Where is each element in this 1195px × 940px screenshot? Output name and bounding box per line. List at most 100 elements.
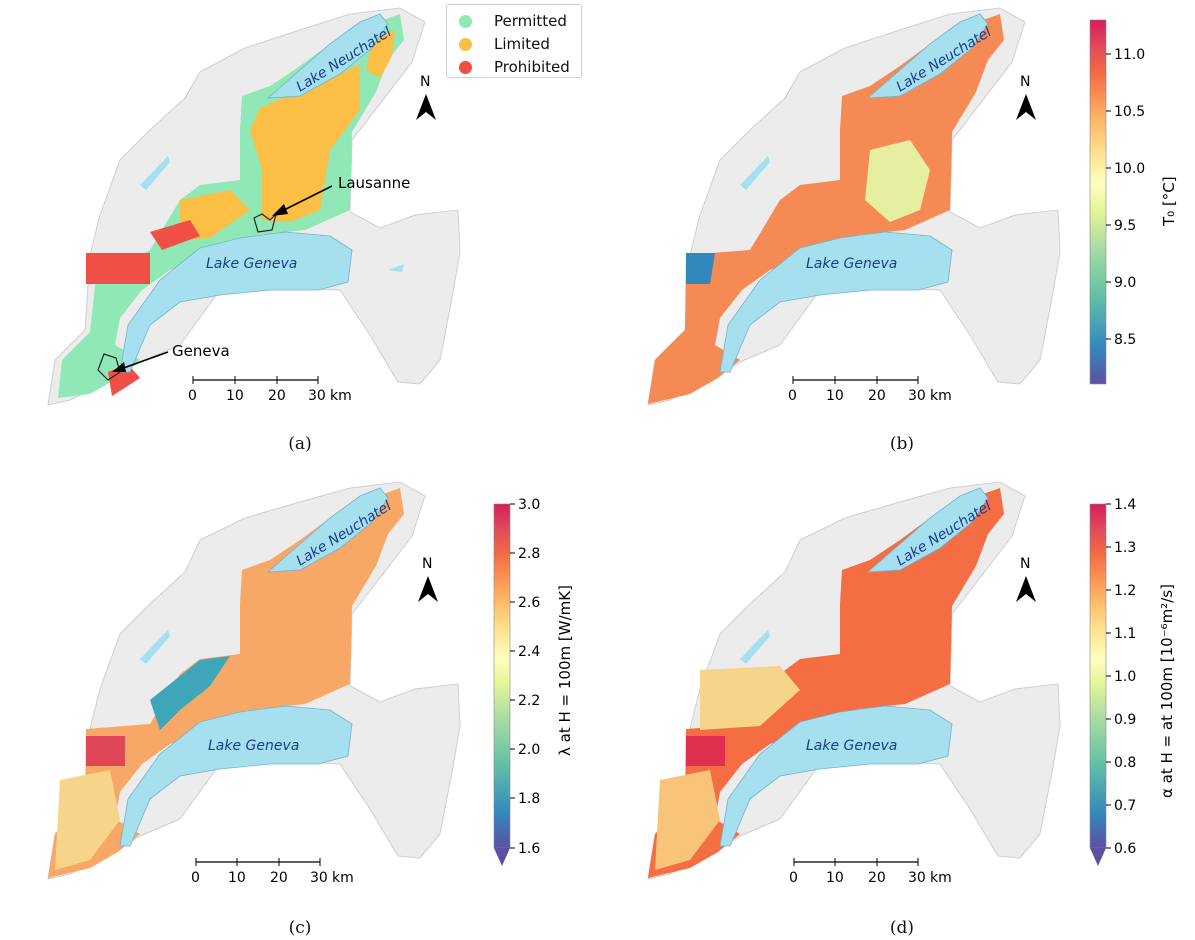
alpha-field <box>648 488 1004 878</box>
svg-text:30: 30 <box>908 388 926 404</box>
zone-limited <box>250 64 360 222</box>
legend-label: Limited <box>494 35 550 53</box>
svg-text:0: 0 <box>789 870 798 886</box>
svg-text:9.0: 9.0 <box>1114 275 1136 291</box>
alpha-south-zone <box>655 770 720 870</box>
svg-text:N: N <box>422 556 432 572</box>
lambda-low-zone <box>150 656 230 730</box>
colorbar-b-ticks: 11.0 10.5 10.0 9.5 9.0 8.5 <box>1106 47 1145 348</box>
legend-item-prohibited: Prohibited <box>459 57 570 77</box>
svg-text:N: N <box>1020 74 1030 90</box>
svg-text:1.8: 1.8 <box>518 791 540 807</box>
temperature-field <box>648 14 1004 404</box>
lake-neuchatel <box>866 487 989 573</box>
small-lake <box>140 156 170 190</box>
city-geneva-label: Geneva <box>172 342 230 360</box>
lake-geneva-label: Lake Geneva <box>206 256 297 272</box>
north-arrow-icon: N <box>416 74 436 120</box>
lausanne-arrowhead <box>272 204 288 216</box>
caption-c: (c) <box>288 918 312 938</box>
colorbar-c <box>493 503 511 849</box>
city-lausanne-label: Lausanne <box>338 174 410 192</box>
lake-geneva <box>119 231 353 373</box>
svg-text:1.6: 1.6 <box>518 841 540 857</box>
svg-text:10: 10 <box>226 388 244 404</box>
small-lake <box>140 630 170 664</box>
svg-text:1.4: 1.4 <box>1114 497 1136 513</box>
svg-text:N: N <box>420 74 430 90</box>
scale-bar: 0 10 20 30 km <box>788 376 952 404</box>
scale-bar: 0 10 20 30 km <box>789 858 952 886</box>
svg-text:0.9: 0.9 <box>1114 712 1136 728</box>
legend-swatch <box>459 37 472 51</box>
svg-text:2.6: 2.6 <box>518 595 540 611</box>
colorbar-c-extend <box>494 848 510 866</box>
svg-text:1.3: 1.3 <box>1114 540 1136 556</box>
panel-b: Lake Neuchatel Lake Geneva N 0 10 20 30 … <box>600 0 1195 470</box>
svg-text:20: 20 <box>268 388 286 404</box>
svg-text:N: N <box>1020 556 1030 572</box>
lambda-field <box>48 488 404 878</box>
legend-swatch <box>459 14 472 28</box>
svg-text:0.7: 0.7 <box>1114 798 1136 814</box>
svg-text:20: 20 <box>868 388 886 404</box>
lambda-mid-zone <box>55 770 120 870</box>
panel-a: Lake Neuchatel Lake Geneva Lausanne Gene… <box>0 0 600 470</box>
lake-neuchatel <box>266 487 389 573</box>
lake-geneva-label: Lake Geneva <box>806 738 897 754</box>
lake-geneva <box>719 231 953 373</box>
svg-text:km: km <box>330 388 352 404</box>
geneva-arrow <box>117 351 169 371</box>
svg-text:km: km <box>332 870 354 886</box>
svg-text:3.0: 3.0 <box>518 497 540 513</box>
lake-geneva <box>719 705 953 847</box>
lake-geneva-label: Lake Geneva <box>208 738 299 754</box>
legend-label: Permitted <box>494 12 567 30</box>
svg-text:2.4: 2.4 <box>518 644 540 660</box>
geneva-arrowhead <box>112 362 126 372</box>
zone-prohibited-3 <box>150 220 200 250</box>
svg-text:30: 30 <box>908 870 926 886</box>
alpha-high-corner <box>686 736 725 766</box>
geneva-outline <box>97 353 121 381</box>
map-a: Lake Neuchatel Lake Geneva Lausanne Gene… <box>47 7 461 406</box>
svg-text:11.0: 11.0 <box>1114 47 1145 63</box>
caption-d: (d) <box>889 918 915 938</box>
map-c: Lake Neuchatel Lake Geneva N 0 10 20 30 … <box>47 481 574 886</box>
panel-d: Lake Neuchatel Lake Geneva N 0 10 20 30 … <box>600 480 1195 940</box>
svg-text:0: 0 <box>188 388 197 404</box>
svg-text:0.6: 0.6 <box>1114 841 1136 857</box>
north-arrow-icon: N <box>418 556 438 602</box>
alpha-mid-zone <box>700 666 800 730</box>
svg-text:0: 0 <box>788 388 797 404</box>
svg-text:10: 10 <box>826 388 844 404</box>
svg-text:30: 30 <box>310 870 328 886</box>
svg-text:0: 0 <box>191 870 200 886</box>
svg-text:9.5: 9.5 <box>1114 218 1136 234</box>
north-arrow-icon: N <box>1016 556 1036 602</box>
legend-item-limited: Limited <box>459 34 550 54</box>
legend-swatch <box>459 60 472 74</box>
zone-prohibited <box>86 253 150 284</box>
svg-text:2.0: 2.0 <box>518 742 540 758</box>
svg-text:20: 20 <box>868 870 886 886</box>
lambda-high-corner <box>86 736 125 766</box>
colorbar-c-ticks: 3.0 2.8 2.6 2.4 2.2 2.0 1.8 1.6 <box>510 497 540 857</box>
small-lake <box>740 630 770 664</box>
svg-text:0.8: 0.8 <box>1114 755 1136 771</box>
scale-bar: 0 10 20 30 km <box>188 376 352 404</box>
svg-text:2.8: 2.8 <box>518 546 540 562</box>
lake-geneva-label: Lake Geneva <box>806 256 897 272</box>
north-arrow-icon: N <box>1016 74 1036 120</box>
colorbar-c-label: λ at H = 100m [W/mK] <box>556 585 574 756</box>
legend-label: Prohibited <box>494 58 570 76</box>
svg-text:10: 10 <box>826 870 844 886</box>
small-lake <box>740 156 770 190</box>
caption-b: (b) <box>889 434 915 454</box>
scale-bar: 0 10 20 30 km <box>191 858 354 886</box>
temperature-cool-zone <box>865 140 930 222</box>
svg-text:km: km <box>930 870 952 886</box>
colorbar-b <box>1089 19 1107 385</box>
svg-text:1.0: 1.0 <box>1114 669 1136 685</box>
svg-text:20: 20 <box>270 870 288 886</box>
